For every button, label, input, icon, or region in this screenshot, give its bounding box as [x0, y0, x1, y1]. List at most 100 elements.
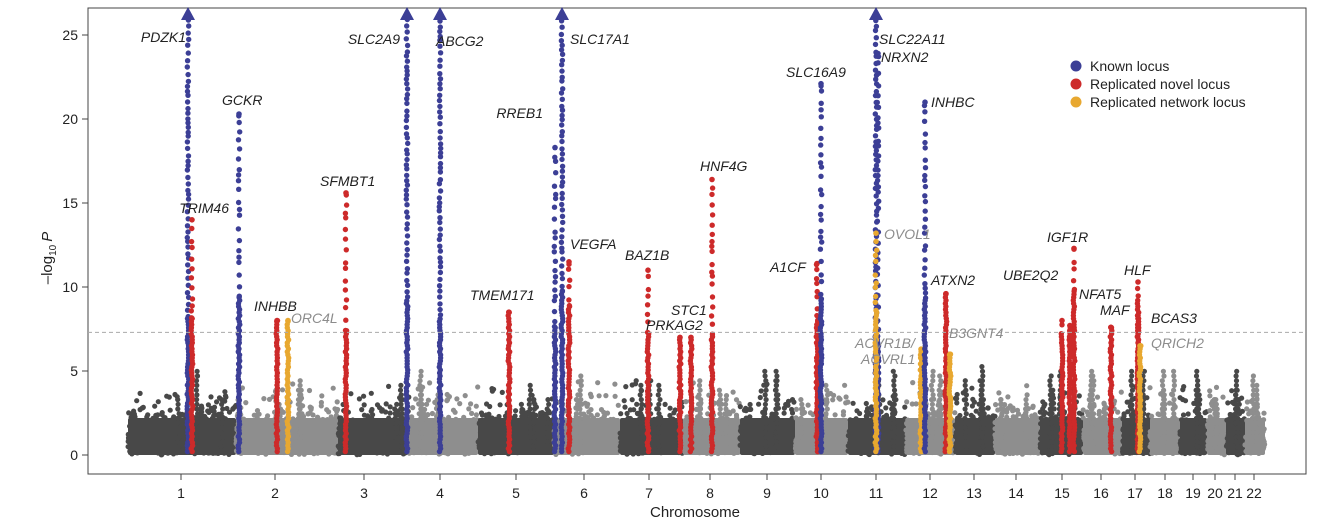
snp-point	[763, 382, 769, 388]
snp-point	[762, 368, 768, 374]
snp-point	[330, 385, 336, 391]
snp-point	[266, 396, 273, 402]
snp-point	[723, 429, 729, 436]
snp-point	[573, 411, 580, 417]
snp-point	[584, 403, 590, 409]
snp-point	[398, 439, 404, 445]
snp-point	[890, 415, 897, 421]
snp-point	[723, 439, 729, 445]
snp-point	[532, 401, 538, 407]
snp-point	[798, 439, 804, 445]
snp-point	[830, 397, 836, 403]
snp-point	[527, 415, 533, 421]
snp-point	[783, 401, 789, 408]
snp-point	[773, 411, 779, 417]
snp-point	[466, 406, 472, 412]
snp-point	[499, 389, 505, 395]
snp-point	[194, 401, 200, 407]
snp-point	[633, 378, 639, 384]
snp-point	[194, 368, 200, 374]
snp-point	[655, 392, 661, 398]
snp-point	[220, 439, 226, 445]
snp-point	[468, 401, 474, 407]
snp-point	[717, 444, 723, 450]
snp-point	[696, 382, 703, 388]
snp-point	[892, 420, 898, 426]
snp-point	[348, 391, 354, 397]
snp-point	[398, 397, 404, 403]
snp-point	[206, 409, 212, 415]
snp-point	[825, 392, 831, 398]
snp-point	[799, 444, 805, 450]
snp-point	[319, 393, 325, 399]
snp-point	[578, 397, 584, 403]
snp-point	[387, 410, 393, 416]
snp-point	[773, 387, 779, 393]
snp-point	[595, 380, 601, 386]
snp-point	[697, 401, 704, 407]
snp-point	[697, 444, 703, 450]
snp-point	[718, 415, 724, 421]
snp-point	[807, 410, 814, 416]
snp-point	[594, 412, 601, 418]
snp-point	[574, 439, 580, 445]
snp-point	[176, 429, 182, 436]
snp-point	[299, 434, 305, 440]
chromosome-1-points	[125, 368, 239, 458]
snp-point	[718, 429, 724, 436]
snp-point	[723, 444, 729, 450]
snp-point	[256, 411, 262, 417]
snp-point	[638, 382, 644, 388]
snp-point	[544, 406, 550, 412]
snp-point	[528, 439, 534, 445]
snp-point	[417, 382, 423, 388]
snp-point	[574, 429, 580, 436]
snp-point	[473, 403, 479, 409]
snp-point	[656, 401, 662, 407]
snp-point	[527, 434, 533, 440]
snp-point	[298, 425, 304, 431]
snp-point	[631, 407, 637, 413]
snp-point	[578, 429, 585, 436]
snp-point	[368, 408, 374, 414]
snp-point	[781, 410, 787, 416]
snp-point	[497, 402, 503, 408]
snp-point	[793, 406, 800, 412]
snp-point	[297, 382, 303, 388]
snp-point	[775, 425, 781, 431]
snp-point	[763, 444, 769, 450]
snp-point	[773, 439, 779, 445]
snp-point	[219, 397, 225, 403]
snp-point	[823, 415, 829, 421]
chromosome-5-points	[475, 382, 557, 457]
snp-point	[527, 425, 533, 431]
snp-point	[473, 412, 479, 418]
snp-point	[697, 434, 703, 440]
snp-point	[398, 429, 404, 436]
snp-point	[398, 406, 404, 412]
snp-point	[763, 415, 769, 421]
snp-point	[774, 434, 780, 440]
snp-point	[697, 406, 704, 412]
snp-point	[445, 397, 451, 403]
snp-point	[398, 401, 404, 407]
snp-point	[393, 429, 400, 436]
snp-point	[538, 410, 544, 416]
snp-point	[842, 382, 848, 388]
snp-point	[219, 420, 225, 426]
snp-point	[775, 397, 781, 403]
snp-point	[857, 410, 863, 417]
snp-point	[623, 384, 629, 390]
snp-point	[356, 396, 362, 402]
snp-point	[578, 444, 584, 450]
snp-point	[526, 397, 533, 403]
snp-point	[379, 408, 385, 414]
snp-point	[361, 402, 367, 408]
snp-point	[863, 400, 869, 407]
snp-point	[798, 406, 805, 412]
snp-point	[392, 406, 398, 412]
snp-point	[890, 406, 897, 412]
snp-point	[892, 373, 898, 379]
snp-point	[823, 411, 829, 417]
snp-point	[823, 425, 830, 431]
